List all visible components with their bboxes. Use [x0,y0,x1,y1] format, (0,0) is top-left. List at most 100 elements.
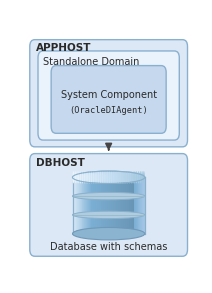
Ellipse shape [134,171,136,183]
Ellipse shape [73,171,145,183]
Bar [100,177,101,234]
Ellipse shape [112,171,114,183]
Bar [138,177,139,234]
Ellipse shape [83,171,85,183]
Ellipse shape [116,171,118,183]
Ellipse shape [141,171,143,183]
Ellipse shape [89,171,91,183]
Bar [111,177,112,234]
Bar [128,177,130,234]
Bar [92,177,93,234]
Bar [76,177,77,234]
Bar [137,177,138,234]
Ellipse shape [105,171,107,183]
Bar [131,177,132,234]
Bar [136,177,137,234]
Ellipse shape [91,171,92,183]
Ellipse shape [96,171,98,183]
Ellipse shape [125,171,127,183]
Bar [130,177,131,234]
Ellipse shape [94,171,96,183]
Ellipse shape [107,171,109,183]
Ellipse shape [143,171,145,183]
Text: APPHOST: APPHOST [36,43,92,53]
Bar [108,177,109,234]
Ellipse shape [123,171,125,183]
Text: DBHOST: DBHOST [36,158,85,168]
Ellipse shape [98,171,100,183]
Ellipse shape [73,193,145,200]
Bar [132,177,133,234]
Text: (OracleDIAgent): (OracleDIAgent) [69,105,148,115]
Bar [90,177,91,234]
Bar [98,177,99,234]
Ellipse shape [73,211,145,219]
Bar [95,177,96,234]
Bar [96,177,97,234]
Bar [91,177,92,234]
Bar [103,177,104,234]
Bar [97,177,98,234]
Text: Standalone Domain: Standalone Domain [43,57,139,67]
FancyBboxPatch shape [51,66,166,133]
Bar [120,177,121,234]
Bar [109,177,110,234]
Ellipse shape [127,171,128,183]
Bar [99,177,100,234]
Ellipse shape [73,171,74,183]
Bar [126,177,127,234]
Bar [123,177,124,234]
Bar [125,177,126,234]
Bar [83,177,84,234]
Ellipse shape [103,171,105,183]
Bar [112,177,113,234]
Bar [101,177,102,234]
Text: System Component: System Component [61,90,157,100]
Ellipse shape [76,171,78,183]
Bar [121,177,122,234]
Bar [118,177,119,234]
Ellipse shape [130,171,132,183]
Ellipse shape [92,171,94,183]
Bar [140,177,141,234]
Ellipse shape [85,171,87,183]
Bar [124,177,125,234]
Bar [107,177,108,234]
Bar [116,177,117,234]
Bar [87,177,88,234]
Bar [117,177,118,234]
Bar [78,177,79,234]
Ellipse shape [139,171,141,183]
Ellipse shape [100,171,101,183]
Ellipse shape [110,171,112,183]
Bar [86,177,87,234]
Ellipse shape [87,171,89,183]
Bar [113,177,114,234]
Bar [79,177,80,234]
Ellipse shape [138,171,139,183]
Ellipse shape [132,171,134,183]
Bar [75,177,76,234]
Ellipse shape [114,171,116,183]
Bar [93,177,94,234]
Ellipse shape [82,171,83,183]
Bar [122,177,123,234]
Ellipse shape [101,171,103,183]
FancyBboxPatch shape [30,40,188,147]
Ellipse shape [74,171,76,183]
Bar [110,177,111,234]
Bar [144,177,145,234]
Bar [115,177,116,234]
Bar [88,177,89,234]
Text: Database with schemas: Database with schemas [50,242,167,252]
FancyBboxPatch shape [30,154,188,256]
Ellipse shape [73,227,145,240]
Ellipse shape [128,171,130,183]
Ellipse shape [80,171,82,183]
Bar [114,177,115,234]
Bar [133,177,134,234]
Ellipse shape [109,171,110,183]
Bar [74,177,75,234]
Ellipse shape [120,171,121,183]
Bar [77,177,78,234]
